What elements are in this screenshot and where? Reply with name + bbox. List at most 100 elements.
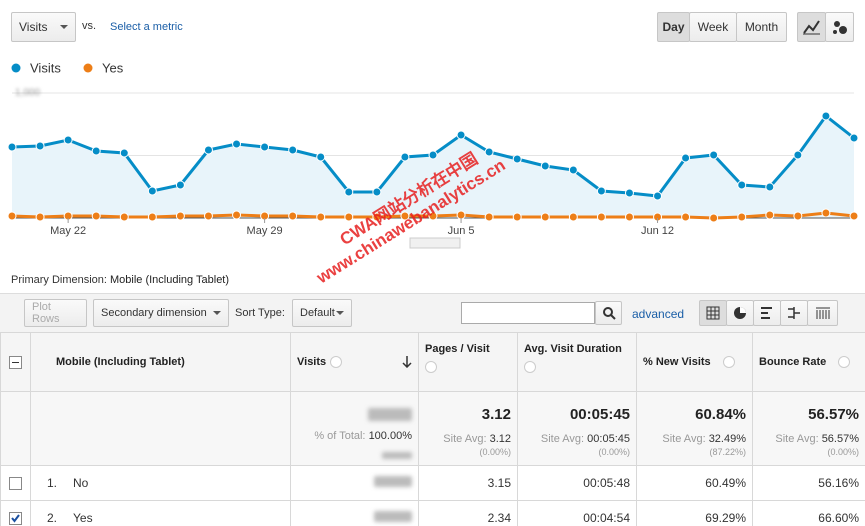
period-day[interactable]: Day — [657, 12, 690, 42]
site-avg-label: Site Avg: — [540, 433, 585, 445]
help-icon[interactable] — [722, 356, 735, 369]
period-month[interactable]: Month — [736, 12, 787, 42]
period-week[interactable]: Week — [689, 12, 737, 42]
view-performance[interactable] — [753, 300, 781, 326]
metric-dropdown[interactable]: Visits — [11, 12, 76, 42]
metric-cell: 2.34 — [418, 500, 518, 526]
site-avg-value: 3.12 — [489, 433, 511, 445]
select-metric-link[interactable]: Select a metric — [110, 21, 183, 33]
period-label: Week — [697, 20, 729, 34]
data-point — [821, 208, 831, 218]
blurred-value — [382, 452, 412, 459]
compare-icon — [788, 307, 800, 319]
column-header[interactable]: Bounce Rate — [752, 332, 865, 392]
period-label: Day — [662, 20, 685, 34]
data-point — [63, 135, 73, 145]
column-header[interactable]: Mobile (Including Tablet) — [30, 332, 291, 392]
metric-cell: 60.49% — [636, 465, 753, 501]
site-avg-value: 56.57% — [821, 433, 859, 445]
primary-dimension-value[interactable]: Mobile (Including Tablet) — [110, 274, 230, 286]
column-header[interactable]: Avg. Visit Duration — [517, 332, 637, 392]
line-chart-toggle[interactable] — [797, 12, 826, 42]
row-checkbox[interactable] — [9, 476, 22, 490]
metric-value: 66.60% — [818, 511, 859, 525]
column-title: Avg. Visit Duration — [524, 343, 622, 355]
select-all-cell — [0, 332, 31, 392]
plot-rows-button[interactable]: Plot Rows — [24, 299, 87, 327]
row-index: 1. — [47, 476, 58, 490]
dropdown-label: Default — [300, 307, 335, 319]
blurred-value — [374, 476, 412, 487]
help-icon[interactable] — [330, 356, 343, 369]
site-avg: Site Avg: 32.49% — [643, 433, 746, 445]
visits-cell — [290, 465, 419, 501]
data-point — [428, 150, 438, 160]
column-header[interactable]: Pages / Visit — [418, 332, 518, 392]
data-point — [147, 212, 157, 222]
data-point — [793, 211, 803, 221]
metric-cell: 00:05:48 — [517, 465, 637, 501]
data-point — [568, 212, 578, 222]
column-header[interactable]: Visits — [290, 332, 419, 392]
metric-value: 60.49% — [705, 476, 746, 490]
data-point — [596, 186, 606, 196]
view-pivot[interactable] — [807, 300, 838, 326]
data-point — [849, 133, 859, 143]
metric-value: 56.16% — [818, 476, 859, 490]
dropdown-label: Secondary dimension — [101, 307, 207, 319]
range-handle[interactable] — [409, 237, 461, 249]
view-pie[interactable] — [726, 300, 754, 326]
total-value: 60.84% — [695, 406, 746, 423]
data-point — [372, 187, 382, 197]
data-point — [400, 152, 410, 162]
diff-value: (0.00%) — [598, 447, 630, 457]
data-point — [456, 210, 466, 220]
metric-cell: 56.16% — [752, 465, 865, 501]
search-icon — [602, 307, 616, 320]
data-table: Mobile (Including Tablet) Visits Pages /… — [0, 332, 865, 526]
data-point — [175, 211, 185, 221]
area — [12, 116, 854, 218]
data-point — [91, 211, 101, 221]
column-title: Bounce Rate — [759, 355, 827, 368]
data-point — [400, 211, 410, 221]
search-input[interactable] — [461, 302, 595, 324]
data-point — [849, 211, 859, 221]
data-point — [681, 153, 691, 163]
data-point — [512, 154, 522, 164]
row-checkbox[interactable] — [9, 511, 22, 525]
line-icon — [803, 20, 820, 35]
data-point — [596, 212, 606, 222]
metric-value: 3.15 — [487, 476, 511, 490]
grid-icon — [706, 306, 720, 320]
metric-total-cell: 56.57% Site Avg: 56.57% (0.00%) — [752, 391, 865, 466]
motion-chart-toggle[interactable] — [825, 12, 854, 42]
visits-cell — [290, 500, 419, 526]
sort-arrow — [402, 355, 412, 368]
view-table[interactable] — [699, 300, 727, 326]
search-button[interactable] — [595, 301, 622, 325]
total-value: 56.57% — [808, 406, 859, 423]
sort-type-label: Sort Type: — [235, 307, 285, 319]
sort-type-dropdown[interactable]: Default — [292, 299, 352, 327]
help-icon[interactable] — [838, 356, 851, 369]
metric-value: 2.34 — [487, 511, 511, 525]
select-all-checkbox[interactable] — [9, 355, 22, 369]
data-point — [119, 212, 129, 222]
help-icon[interactable] — [425, 361, 437, 373]
metric-total-cell: 00:05:45 Site Avg: 00:05:45 (0.00%) — [517, 391, 637, 466]
legend-label: Visits — [30, 60, 61, 75]
view-comparison[interactable] — [780, 300, 808, 326]
share-value: 100.00% — [368, 430, 412, 442]
row-index: 2. — [47, 511, 58, 525]
secondary-dimension-dropdown[interactable]: Secondary dimension — [93, 299, 229, 327]
data-point — [91, 146, 101, 156]
primary-dimension-label: Primary Dimension: — [11, 274, 107, 286]
column-header[interactable]: % New Visits — [636, 332, 753, 392]
advanced-link[interactable]: advanced — [632, 307, 685, 321]
help-icon[interactable] — [524, 361, 536, 373]
data-point — [344, 187, 354, 197]
data-point — [232, 139, 242, 149]
data-point — [288, 145, 298, 155]
